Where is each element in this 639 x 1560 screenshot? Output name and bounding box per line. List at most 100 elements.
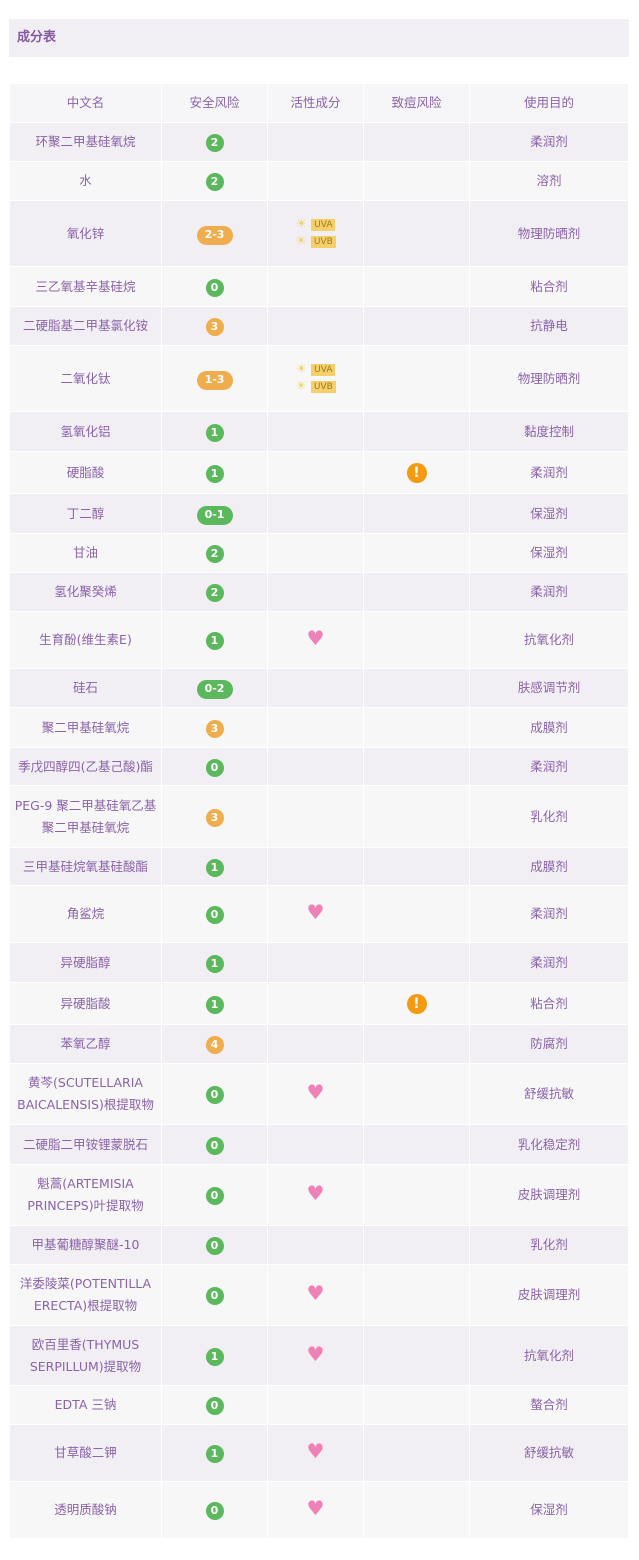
ingredient-name[interactable]: 氢化聚癸烯 <box>9 572 162 612</box>
ingredient-name[interactable]: 洋委陵菜(POTENTILLA ERECTA)根提取物 <box>9 1264 162 1326</box>
table-row: 洋委陵菜(POTENTILLA ERECTA)根提取物 0 ♥ 皮肤调理剂 <box>9 1264 629 1326</box>
acne-cell <box>363 345 470 412</box>
heart-icon: ♥ <box>306 626 325 650</box>
table-row: 丁二醇 0-1 保湿剂 <box>9 493 629 534</box>
safety-cell: 1 <box>161 451 268 494</box>
risk-badge: 2 <box>205 584 224 602</box>
ingredient-name[interactable]: 二硬脂二甲铵锂蒙脱石 <box>9 1124 162 1165</box>
ingredient-name[interactable]: 二硬脂基二甲基氯化铵 <box>9 306 162 346</box>
ingredient-name[interactable]: 异硬脂酸 <box>9 982 162 1025</box>
acne-cell <box>363 266 470 307</box>
purpose: 舒缓抗敏 <box>469 1424 629 1482</box>
risk-badge: 3 <box>205 318 224 336</box>
purpose: 螯合剂 <box>469 1385 629 1425</box>
ingredient-table: 中文名 安全风险 活性成分 致痘风险 使用目的 环聚二甲基硅氧烷 2 柔润剂水 … <box>9 83 629 1539</box>
acne-cell <box>363 885 470 943</box>
safety-cell: 0 <box>161 885 268 943</box>
active-cell <box>267 785 364 848</box>
safety-cell: 0 <box>161 1124 268 1165</box>
active-cell <box>267 122 364 162</box>
ingredient-name[interactable]: 聚二甲基硅氧烷 <box>9 707 162 748</box>
ingredient-name[interactable]: 三甲基硅烷氧基硅酸酯 <box>9 847 162 886</box>
table-row: 环聚二甲基硅氧烷 2 柔润剂 <box>9 122 629 162</box>
table-row: 二硬脂基二甲基氯化铵 3 抗静电 <box>9 306 629 346</box>
purpose: 柔润剂 <box>469 572 629 612</box>
active-cell <box>267 668 364 708</box>
risk-badge: 1 <box>205 1347 224 1366</box>
ingredient-name[interactable]: 环聚二甲基硅氧烷 <box>9 122 162 162</box>
acne-cell <box>363 1325 470 1386</box>
ingredient-name[interactable]: PEG-9 聚二甲基硅氧乙基聚二甲基硅氧烷 <box>9 785 162 848</box>
ingredient-name[interactable]: 水 <box>9 161 162 201</box>
heart-icon: ♥ <box>306 1341 325 1366</box>
purpose: 物理防晒剂 <box>469 200 629 267</box>
risk-badge: 3 <box>205 808 224 827</box>
ingredient-name[interactable]: EDTA 三钠 <box>9 1385 162 1425</box>
active-cell <box>267 847 364 886</box>
risk-badge: 1 <box>205 995 224 1014</box>
ingredient-name[interactable]: 欧百里香(THYMUS SERPILLUM)提取物 <box>9 1325 162 1386</box>
section-title: 成分表 <box>9 19 629 57</box>
ingredient-name[interactable]: 甲基葡糖醇聚醚-10 <box>9 1225 162 1265</box>
safety-cell: 3 <box>161 707 268 748</box>
purpose: 抗静电 <box>469 306 629 346</box>
risk-badge: 2 <box>205 134 224 152</box>
acne-cell <box>363 493 470 534</box>
purpose: 粘合剂 <box>469 982 629 1025</box>
ingredient-name[interactable]: 透明质酸钠 <box>9 1481 162 1539</box>
ingredient-name[interactable]: 硅石 <box>9 668 162 708</box>
safety-cell: 0 <box>161 1481 268 1539</box>
ingredient-name[interactable]: 甘草酸二钾 <box>9 1424 162 1482</box>
table-row: 季戊四醇四(乙基己酸)酯 0 柔润剂 <box>9 747 629 786</box>
active-cell <box>267 942 364 983</box>
risk-badge: 2 <box>205 545 224 563</box>
ingredient-name[interactable]: 三乙氧基辛基硅烷 <box>9 266 162 307</box>
purpose: 柔润剂 <box>469 122 629 162</box>
active-cell <box>267 306 364 346</box>
safety-cell: 0 <box>161 1225 268 1265</box>
ingredient-name[interactable]: 异硬脂醇 <box>9 942 162 983</box>
ingredient-name[interactable]: 黄芩(SCUTELLARIA BAICALENSIS)根提取物 <box>9 1063 162 1125</box>
ingredient-name[interactable]: 苯氧乙醇 <box>9 1024 162 1064</box>
acne-cell <box>363 747 470 786</box>
acne-cell <box>363 1124 470 1165</box>
purpose: 皮肤调理剂 <box>469 1164 629 1226</box>
ingredient-name[interactable]: 硬脂酸 <box>9 451 162 494</box>
active-cell <box>267 493 364 534</box>
acne-cell: ! <box>363 451 470 494</box>
uv-tag: UVB <box>310 381 336 393</box>
active-cell <box>267 1124 364 1165</box>
table-row: 苯氧乙醇 4 防腐剂 <box>9 1024 629 1064</box>
active-cell <box>267 1225 364 1265</box>
ingredient-name[interactable]: 魁蒿(ARTEMISIA PRINCEPS)叶提取物 <box>9 1164 162 1226</box>
table-row: 二氧化钛 1-3 ☀ UVA ☀ UVB 物理防晒剂 <box>9 345 629 412</box>
ingredient-name[interactable]: 甘油 <box>9 533 162 573</box>
table-row: 氢氧化铝 1 黏度控制 <box>9 411 629 452</box>
heart-icon: ♥ <box>306 900 325 924</box>
safety-cell: 2 <box>161 122 268 162</box>
ingredient-name[interactable]: 氢氧化铝 <box>9 411 162 452</box>
safety-cell: 1 <box>161 942 268 983</box>
heart-icon: ♥ <box>306 1080 325 1104</box>
ingredient-name[interactable]: 季戊四醇四(乙基己酸)酯 <box>9 747 162 786</box>
ingredient-name[interactable]: 氧化锌 <box>9 200 162 267</box>
active-cell <box>267 982 364 1025</box>
ingredient-name[interactable]: 角鲨烷 <box>9 885 162 943</box>
acne-cell <box>363 1063 470 1125</box>
safety-cell: 1 <box>161 411 268 452</box>
risk-badge: 0 <box>205 278 224 297</box>
col-acne: 致痘风险 <box>363 83 470 123</box>
ingredient-name[interactable]: 二氧化钛 <box>9 345 162 412</box>
active-cell: ♥ <box>267 1063 364 1125</box>
table-row: 甘油 2 保湿剂 <box>9 533 629 573</box>
purpose: 溶剂 <box>469 161 629 201</box>
purpose: 物理防晒剂 <box>469 345 629 412</box>
ingredient-name[interactable]: 生育酚(维生素E) <box>9 611 162 669</box>
uv-tag: UVB <box>310 236 336 248</box>
ingredient-name[interactable]: 丁二醇 <box>9 493 162 534</box>
active-cell <box>267 411 364 452</box>
safety-cell: 1 <box>161 1424 268 1482</box>
safety-cell: 0-2 <box>161 668 268 708</box>
risk-badge: 1 <box>205 423 224 442</box>
acne-cell <box>363 1225 470 1265</box>
